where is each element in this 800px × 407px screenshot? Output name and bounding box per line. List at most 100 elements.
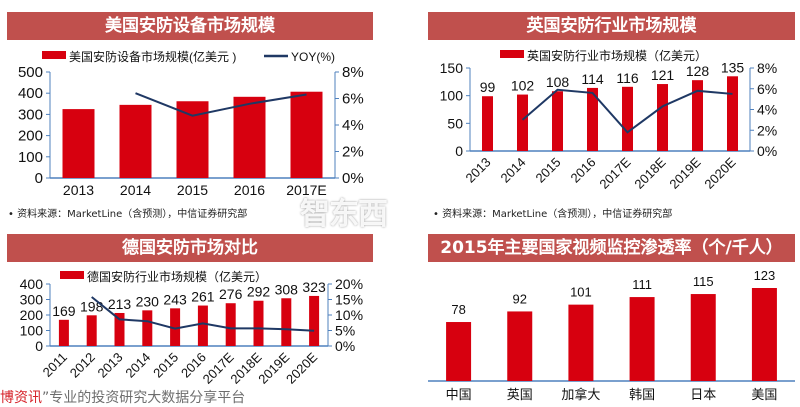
x-tick-label: 2013 xyxy=(63,182,94,198)
data-label: 292 xyxy=(247,284,271,300)
y2-tick-label: 10% xyxy=(335,307,363,323)
x-tick-label: 2015 xyxy=(150,350,181,381)
chart-title-uk: 英国安防行业市场规模 xyxy=(428,12,795,40)
y-tick-label: 300 xyxy=(18,106,43,123)
bar xyxy=(142,310,153,346)
y2-tick-label: 2% xyxy=(342,144,364,161)
y-tick-label: 300 xyxy=(20,292,44,308)
bar xyxy=(622,86,633,151)
yoy-line xyxy=(135,92,307,117)
y2-tick-label: 2% xyxy=(757,122,777,138)
data-label: 128 xyxy=(686,63,710,79)
x-tick-label: 2016 xyxy=(234,182,265,198)
chart-title-us: 美国安防设备市场规模 xyxy=(7,12,373,40)
y2-tick-label: 0% xyxy=(757,143,777,159)
y-tick-label: 200 xyxy=(18,128,43,145)
bar xyxy=(281,298,292,346)
watermark-text-rest: ”专业的投资研究大数据分享平台 xyxy=(42,390,246,406)
bar xyxy=(482,96,493,151)
y-tick-label: 50 xyxy=(447,115,463,131)
bar xyxy=(253,300,264,346)
x-tick-label: 2012 xyxy=(67,350,98,381)
bar xyxy=(197,305,208,346)
watermark-text: 博资讯”专业的投资研究大数据分享平台 xyxy=(0,390,245,406)
y-tick-label: 400 xyxy=(18,85,43,102)
data-label: 114 xyxy=(581,71,604,87)
y2-tick-label: 8% xyxy=(757,60,777,76)
bar xyxy=(552,91,563,151)
yoy-line xyxy=(521,88,733,134)
x-tick-label: 2015 xyxy=(177,182,208,198)
bar xyxy=(62,109,95,178)
chart-title-penetration: 2015年主要国家视频监控渗透率（个/千人） xyxy=(428,234,795,262)
source-note-uk: • 资料来源：MarketLine（含预测），中信证券研究部 xyxy=(433,209,673,220)
x-tick-label: 2015 xyxy=(533,155,564,186)
bar xyxy=(517,94,528,151)
data-label: 108 xyxy=(546,74,570,90)
bar xyxy=(114,312,125,346)
bar xyxy=(727,76,738,151)
y2-tick-label: 0% xyxy=(342,170,364,187)
bar xyxy=(290,91,323,178)
x-tick-label: 美国 xyxy=(751,387,777,402)
legend-swatch-bar xyxy=(42,51,66,59)
bar xyxy=(170,308,181,346)
y2-tick-label: 15% xyxy=(335,292,363,308)
data-label: 169 xyxy=(52,303,76,319)
legend-swatch-bar xyxy=(500,50,524,58)
y2-tick-label: 6% xyxy=(342,91,364,108)
bar xyxy=(657,84,668,151)
y-tick-label: 200 xyxy=(20,307,44,323)
x-tick-label: 加拿大 xyxy=(561,387,600,402)
x-tick-label: 2011 xyxy=(40,350,70,380)
data-label: 261 xyxy=(191,289,215,305)
bar xyxy=(692,80,703,151)
y-tick-label: 0 xyxy=(35,338,43,354)
x-tick-label: 2013 xyxy=(95,350,126,381)
x-tick-label: 2020E xyxy=(701,154,738,191)
chart-title-de: 德国安防市场对比 xyxy=(7,234,373,262)
x-tick-label: 2017E xyxy=(596,154,633,191)
bar xyxy=(86,315,97,346)
y-tick-label: 0 xyxy=(455,143,463,159)
y2-tick-label: 0% xyxy=(335,338,355,354)
data-label: 276 xyxy=(219,286,243,302)
legend-label: 德国安防行业市场规模（亿美元） xyxy=(87,269,267,284)
bar xyxy=(587,87,598,151)
data-label: 101 xyxy=(570,285,592,300)
bar xyxy=(225,303,236,346)
y2-tick-label: 4% xyxy=(342,117,364,134)
y2-tick-label: 20% xyxy=(335,276,363,292)
legend-label: YOY(%) xyxy=(291,50,335,64)
legend-label: 美国安防设备市场规模(亿美元 ) xyxy=(69,49,236,64)
x-tick-label: 2018E xyxy=(631,154,668,191)
x-tick-label: 2017E xyxy=(286,182,326,198)
x-tick-label: 2014 xyxy=(498,155,529,186)
data-label: 323 xyxy=(302,279,326,295)
y-tick-label: 0 xyxy=(35,170,43,187)
legend-label: 英国安防行业市场规模（亿美元） xyxy=(527,48,707,63)
watermark-text-red: 博资讯 xyxy=(0,390,42,406)
y2-tick-label: 4% xyxy=(757,102,777,118)
y2-tick-label: 5% xyxy=(335,323,355,339)
data-label: 213 xyxy=(108,296,132,312)
y-tick-label: 100 xyxy=(20,323,44,339)
bar xyxy=(309,295,320,346)
bar xyxy=(568,304,594,381)
bar xyxy=(629,297,655,381)
y2-tick-label: 8% xyxy=(342,64,364,81)
data-label: 123 xyxy=(754,268,776,283)
x-tick-label: 2016 xyxy=(568,155,599,186)
y-tick-label: 150 xyxy=(440,60,464,76)
legend-swatch-bar xyxy=(60,271,84,279)
y-tick-label: 100 xyxy=(18,149,43,166)
x-tick-label: 英国 xyxy=(507,387,533,402)
bar xyxy=(507,311,533,381)
x-tick-label: 中国 xyxy=(446,387,472,402)
data-label: 78 xyxy=(451,302,465,317)
data-label: 92 xyxy=(513,291,527,306)
y-tick-label: 400 xyxy=(20,276,44,292)
yoy-line xyxy=(91,296,315,332)
y-tick-label: 100 xyxy=(440,88,464,104)
